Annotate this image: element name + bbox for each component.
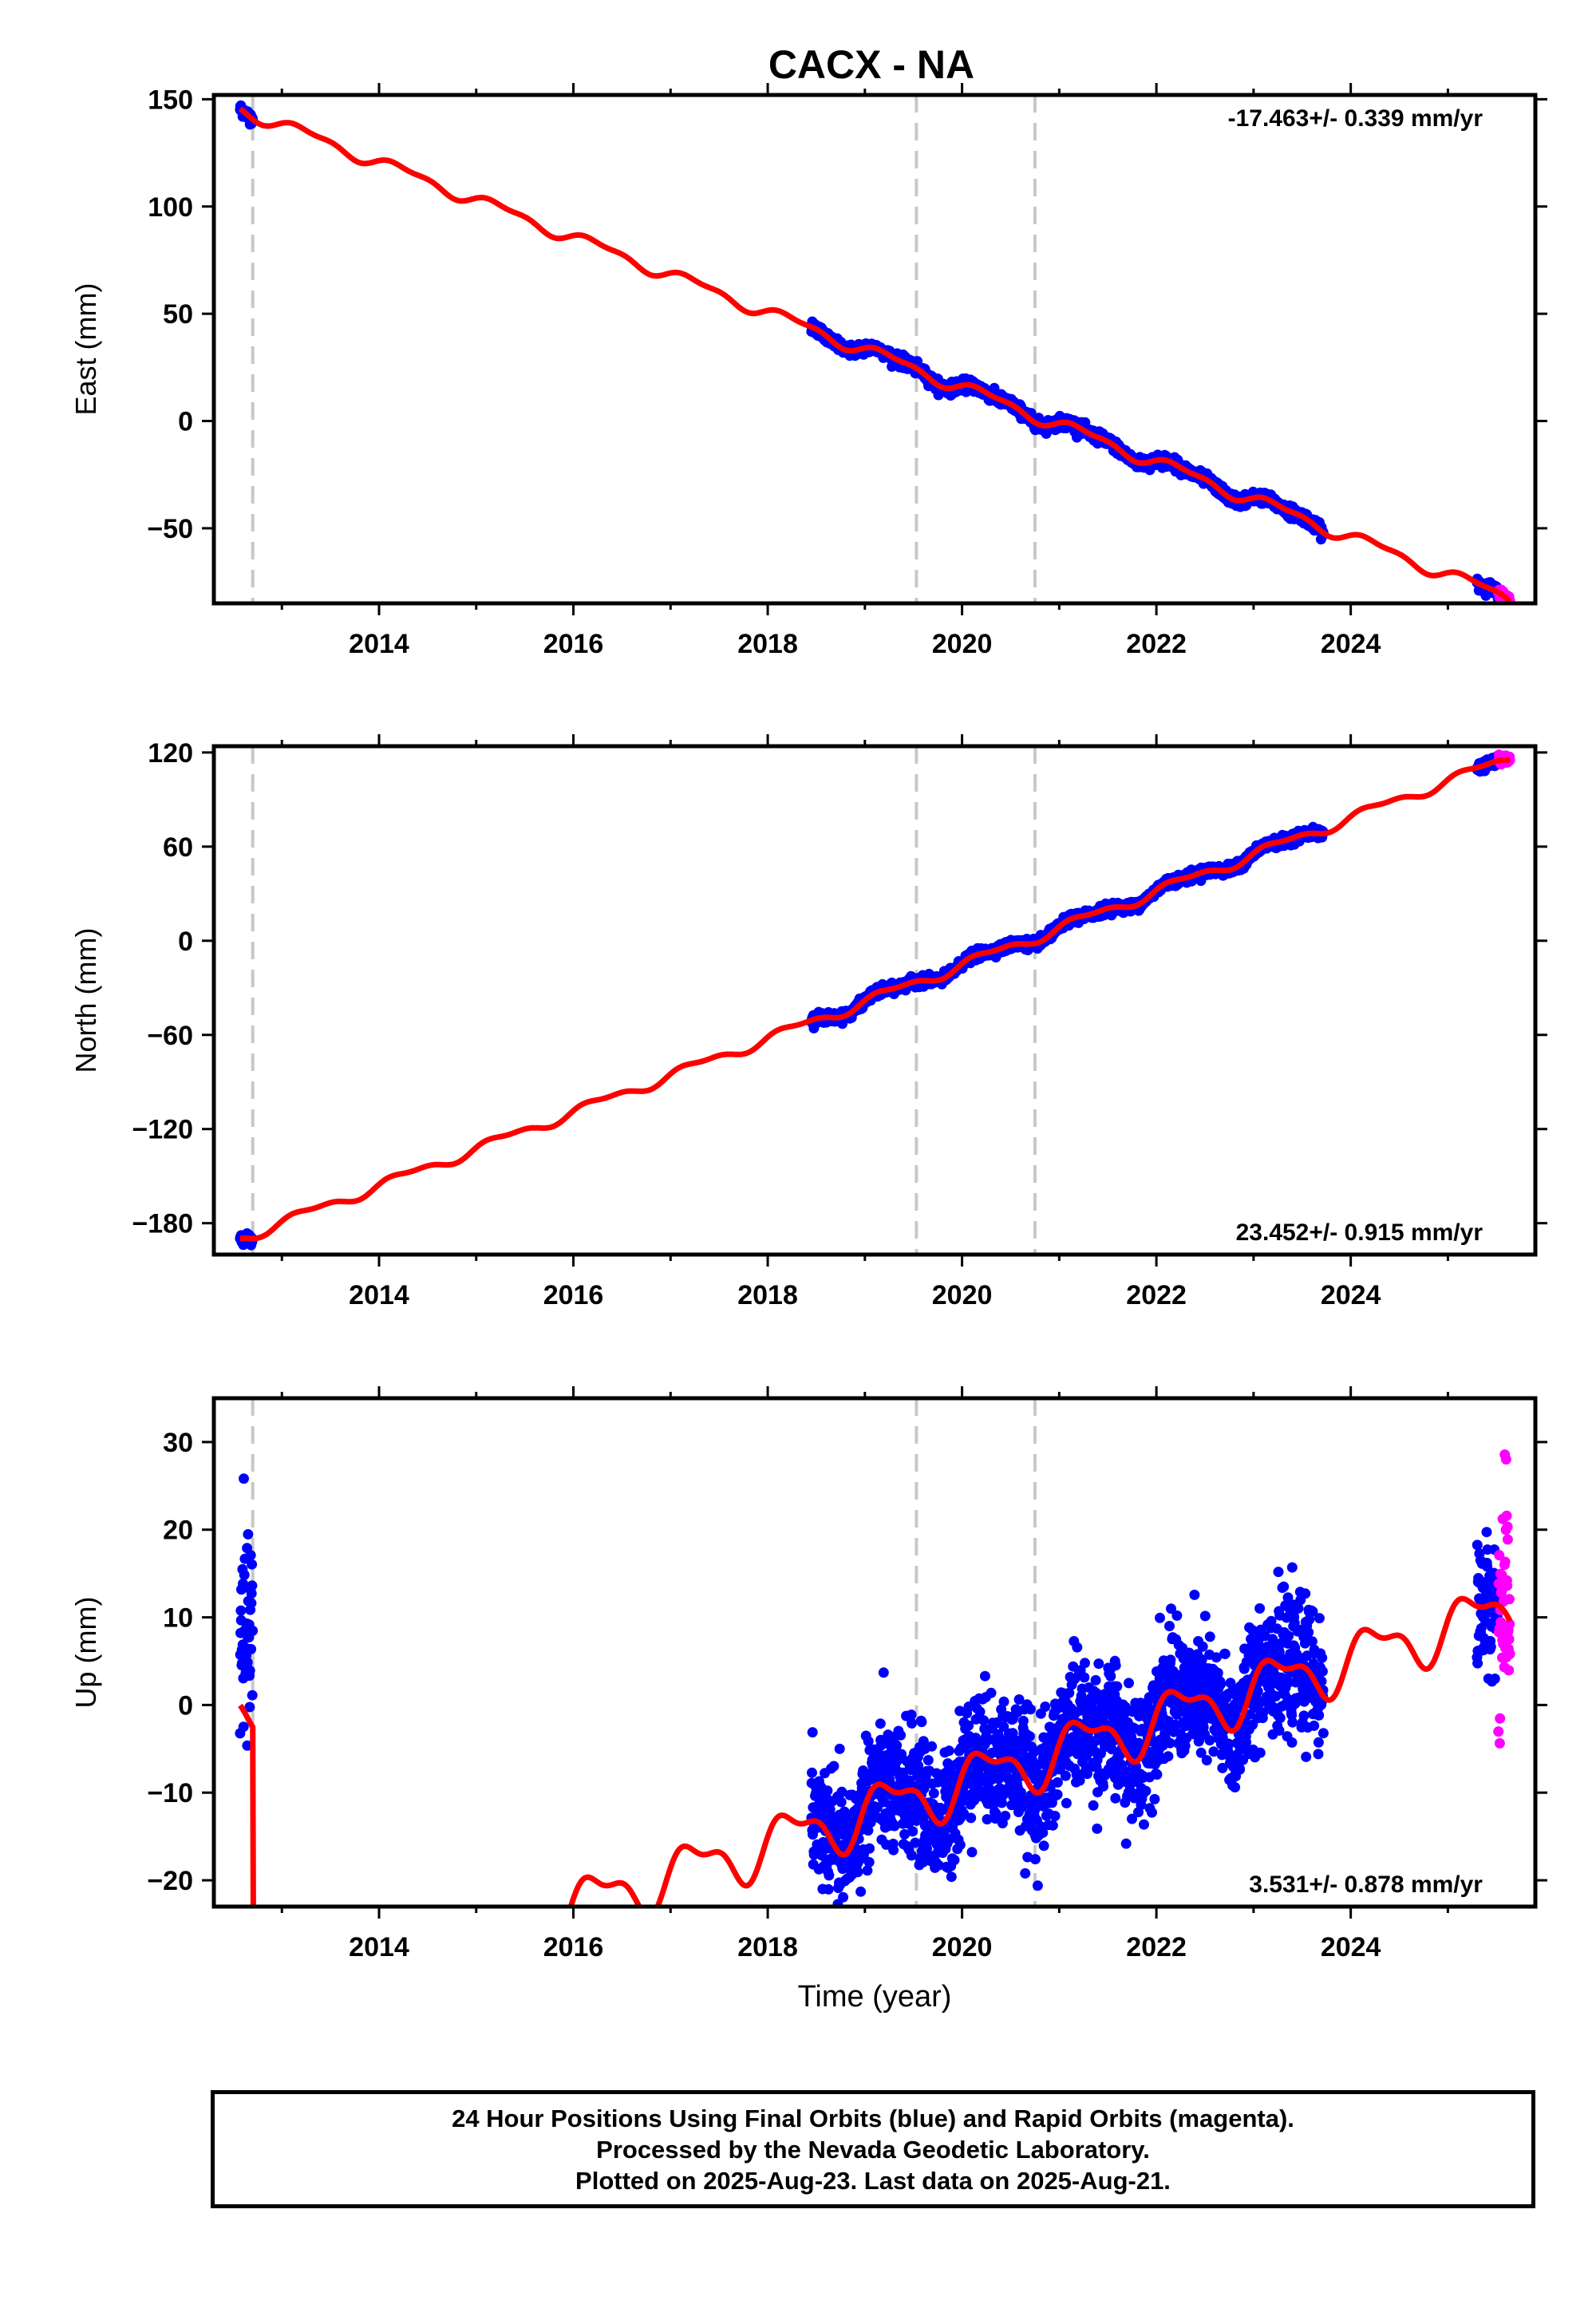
x-tick-label: 2024 (1321, 1280, 1381, 1310)
north-axis-label: North (mm) (69, 928, 102, 1073)
x-tick-label: 2018 (737, 1280, 798, 1310)
final-orbit-point (823, 1883, 834, 1895)
final-orbit-point (247, 1690, 258, 1701)
final-orbit-point (239, 1473, 249, 1484)
y-tick-label: 100 (148, 192, 193, 223)
x-tick-label: 2014 (349, 629, 409, 659)
final-orbit-point (949, 1855, 960, 1866)
final-orbit-point (244, 1665, 255, 1676)
y-tick-label: 150 (148, 85, 193, 115)
final-orbit-point (836, 1796, 847, 1808)
final-orbit-point (245, 1550, 256, 1561)
y-tick-label: −120 (132, 1115, 193, 1145)
north-plot-area (235, 746, 1515, 1255)
east-plot-area (235, 95, 1515, 603)
final-orbit-point (926, 1741, 938, 1752)
x-tick-label: 2022 (1126, 1280, 1187, 1310)
final-orbit-point (946, 1871, 957, 1883)
final-orbit-point (838, 1891, 849, 1903)
final-orbit-point (907, 1717, 918, 1729)
x-tick-label: 2016 (543, 629, 604, 659)
final-orbit-point (807, 1727, 818, 1738)
final-orbit-point (807, 1767, 817, 1778)
final-orbit-point (243, 1529, 254, 1539)
final-orbit-point (828, 1932, 838, 1943)
final-orbit-point (895, 1729, 907, 1741)
final-orbit-point (246, 1643, 257, 1654)
final-orbit-point (875, 1718, 886, 1729)
final-orbit-point (235, 1605, 247, 1616)
final-orbit-point (916, 1717, 927, 1728)
final-orbit-point (826, 1916, 836, 1927)
east-data-layer (235, 95, 1515, 603)
y-tick-label: 0 (178, 927, 193, 957)
x-tick-label: 2014 (349, 1280, 409, 1310)
east-panel: 2014 2016 2018 2020 2022 2024 −50 0 50 100 150 Eas… (69, 83, 1547, 659)
final-orbit-point (928, 1788, 939, 1799)
north-rate-label: 23.452+/- 0.915 mm/yr (1236, 1219, 1483, 1246)
east-axes: 2014 2016 2018 2020 2022 2024 −50 0 50 100 150 (147, 83, 1547, 659)
east-axis-label: East (mm) (69, 283, 102, 416)
y-tick-label: −50 (147, 514, 193, 544)
final-orbit-point (888, 1844, 899, 1856)
chart-title: CACX - NA (768, 42, 974, 87)
final-orbit-point (247, 1580, 258, 1591)
final-orbit-point (822, 1785, 833, 1796)
x-tick-label: 2020 (932, 629, 993, 659)
x-tick-label: 2016 (543, 1280, 604, 1310)
final-orbit-point (238, 1721, 249, 1733)
final-orbit-point (943, 1745, 954, 1757)
x-tick-label: 2018 (737, 629, 798, 659)
x-tick-label: 2024 (1321, 629, 1381, 659)
east-rate-label: -17.463+/- 0.339 mm/yr (1228, 105, 1483, 132)
y-tick-label: −60 (147, 1021, 193, 1051)
final-orbit-point (954, 1840, 966, 1851)
x-tick-label: 2020 (932, 1280, 993, 1310)
north-data-layer (235, 746, 1515, 1255)
final-orbit-point (844, 1908, 855, 1919)
plot-frame (211, 93, 1538, 606)
final-orbit-point (836, 1917, 846, 1927)
final-orbit-point (834, 1743, 845, 1754)
final-orbit-point (246, 1598, 257, 1609)
final-orbit-point (824, 1870, 835, 1881)
y-tick-label: 50 (163, 299, 193, 330)
final-orbit-point (239, 1569, 250, 1580)
y-tick-label: −180 (132, 1209, 193, 1239)
final-orbit-point (907, 1826, 918, 1837)
north-panel: 2014 2016 2018 2020 2022 2024 −180 −120 −60 0 60 12… (69, 734, 1547, 1310)
final-orbit-point (247, 1559, 258, 1570)
final-orbit-point (863, 1856, 875, 1867)
final-orbit-point (828, 1761, 839, 1772)
final-orbit-point (922, 1755, 934, 1765)
final-orbit-point (966, 1812, 977, 1824)
y-tick-label: 0 (178, 407, 193, 437)
y-tick-label: 60 (163, 832, 193, 863)
x-tick-label: 2022 (1126, 629, 1187, 659)
y-tick-label: 120 (148, 738, 193, 769)
final-orbit-point (864, 1843, 875, 1854)
final-orbit-point (878, 1667, 889, 1678)
final-orbit-point (855, 1886, 867, 1897)
final-orbit-point (852, 1867, 863, 1878)
final-orbit-point (966, 1847, 978, 1858)
model-fit-line (238, 106, 1512, 603)
final-orbit-point (247, 1625, 259, 1636)
